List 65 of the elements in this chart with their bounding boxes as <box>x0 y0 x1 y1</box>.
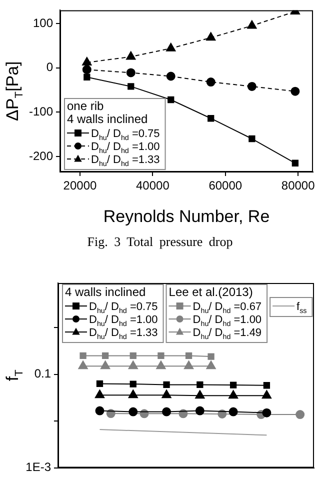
point <box>126 51 136 60</box>
y-tick-label: -200 <box>28 148 54 163</box>
x-tick-label: 20000 <box>63 178 97 193</box>
annotation: Lee et al.(2013) <box>168 285 253 299</box>
point <box>162 407 172 416</box>
point <box>130 380 136 388</box>
y-tick-label: 0 <box>46 60 54 74</box>
point <box>248 135 256 142</box>
point <box>230 382 237 388</box>
point <box>184 360 194 370</box>
point <box>80 352 86 360</box>
legend-title: one rib 4 walls inclined <box>67 99 148 126</box>
point <box>102 352 109 360</box>
point <box>185 352 192 360</box>
point <box>96 380 104 388</box>
point <box>94 390 105 398</box>
point <box>168 96 174 104</box>
legend-title: 4 walls inclined <box>65 285 146 299</box>
y-axis-title: ΔPT[Pa] <box>3 61 26 121</box>
point <box>206 32 216 41</box>
point <box>247 20 257 29</box>
point <box>195 406 204 416</box>
point <box>206 78 216 87</box>
point <box>166 42 176 52</box>
point <box>196 381 204 388</box>
point <box>128 360 138 370</box>
point <box>162 390 172 398</box>
x-tick-label: 60000 <box>208 178 242 193</box>
point <box>95 406 104 416</box>
point <box>292 160 299 166</box>
point <box>82 65 92 74</box>
point <box>84 74 90 80</box>
point <box>263 382 270 389</box>
point <box>82 57 92 66</box>
point <box>206 360 216 370</box>
x-tick-label: 80000 <box>281 178 316 193</box>
point <box>158 352 164 360</box>
point <box>228 407 238 416</box>
point <box>208 115 214 122</box>
y-axis-title: fT <box>3 369 26 382</box>
y-tick-label: -100 <box>28 104 54 118</box>
x-axis-title: Reynolds Number, Re <box>103 207 270 226</box>
point <box>156 360 166 370</box>
point <box>296 410 305 420</box>
y-tick-label: 100 <box>32 16 54 30</box>
point <box>163 381 170 388</box>
y-tick-label: 0.1 <box>34 366 52 381</box>
point <box>262 408 272 418</box>
point <box>126 68 136 78</box>
point <box>78 360 88 370</box>
point <box>247 82 256 91</box>
point <box>208 353 214 360</box>
point <box>195 390 205 399</box>
point <box>130 352 136 360</box>
caption: Fig. 3 Total pressure drop <box>86 233 234 251</box>
point <box>128 83 134 90</box>
point <box>128 390 138 398</box>
point <box>262 390 272 399</box>
point <box>100 360 110 370</box>
point <box>166 72 176 81</box>
point <box>228 390 238 399</box>
y-tick-label: 1E-3 <box>26 460 52 474</box>
point <box>128 407 138 416</box>
x-tick-label: 40000 <box>136 178 170 193</box>
point <box>290 86 300 96</box>
